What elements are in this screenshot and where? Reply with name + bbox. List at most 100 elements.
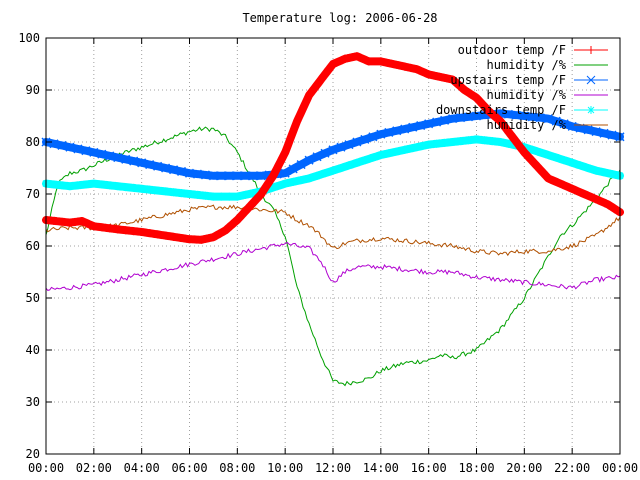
data-point	[384, 149, 393, 158]
data-point	[49, 139, 59, 149]
data-point	[97, 180, 106, 189]
data-point	[360, 156, 369, 165]
series-0	[42, 52, 624, 244]
data-point	[97, 223, 106, 232]
grid	[46, 38, 620, 454]
x-tick-label: 20:00	[506, 461, 542, 475]
data-point	[552, 153, 561, 162]
data-point	[416, 142, 425, 151]
data-point	[137, 227, 146, 236]
data-point	[57, 140, 67, 150]
data-point	[591, 127, 601, 137]
data-point	[221, 226, 230, 235]
data-point	[560, 156, 569, 165]
x-tick-label: 02:00	[76, 461, 112, 475]
series-1	[45, 126, 621, 387]
data-point	[599, 128, 609, 138]
data-point	[408, 144, 417, 153]
data-point	[317, 75, 326, 84]
data-point	[412, 65, 421, 74]
data-point	[384, 127, 394, 137]
data-point	[121, 226, 130, 235]
data-point	[89, 147, 99, 157]
data-point	[472, 135, 481, 144]
data-point	[305, 174, 314, 183]
data-point	[340, 54, 349, 63]
legend-label: humidity /%	[487, 118, 567, 132]
legend-marker	[586, 75, 596, 85]
data-point	[440, 138, 449, 147]
data-point	[392, 126, 402, 136]
data-point	[568, 184, 577, 193]
data-point	[448, 138, 457, 146]
data-point	[392, 147, 401, 156]
chart-title: Temperature log: 2006-06-28	[242, 11, 437, 25]
y-tick-label: 60	[26, 239, 40, 253]
data-point	[89, 222, 98, 231]
data-point	[216, 171, 226, 181]
data-point	[105, 224, 114, 233]
data-point	[321, 169, 330, 178]
data-point	[89, 179, 98, 188]
data-point	[184, 168, 195, 178]
y-tick-label: 30	[26, 395, 40, 409]
legend-marker	[587, 106, 595, 114]
data-point	[129, 227, 138, 236]
data-point	[49, 180, 58, 189]
data-point	[73, 181, 82, 190]
data-point	[49, 216, 58, 225]
data-point	[137, 158, 147, 168]
data-point	[209, 192, 218, 201]
y-tick-label: 90	[26, 83, 40, 97]
data-point	[65, 218, 74, 227]
data-point	[528, 145, 537, 154]
y-tick-label: 20	[26, 447, 40, 461]
data-point	[543, 114, 553, 124]
y-tick-label: 70	[26, 187, 40, 201]
data-point	[432, 117, 442, 127]
y-tick-label: 100	[18, 31, 40, 45]
data-point	[256, 171, 266, 181]
data-point	[480, 136, 489, 145]
data-point	[233, 192, 242, 201]
data-point	[471, 111, 482, 121]
data-point	[551, 116, 561, 126]
x-tick-label: 08:00	[219, 461, 255, 475]
data-point	[511, 110, 521, 120]
data-point	[527, 112, 537, 122]
data-point	[600, 168, 609, 177]
data-point	[273, 182, 282, 191]
data-point	[193, 190, 202, 199]
data-point	[329, 60, 337, 68]
data-point	[169, 232, 178, 241]
data-point	[408, 122, 418, 132]
data-point	[376, 151, 385, 159]
data-point	[185, 235, 194, 244]
data-point	[320, 148, 330, 158]
data-point	[293, 117, 302, 126]
data-point	[352, 52, 361, 61]
data-point	[81, 146, 91, 156]
data-point	[400, 124, 410, 134]
data-point	[297, 176, 306, 185]
data-point	[145, 185, 154, 194]
data-point	[232, 171, 242, 181]
data-point	[604, 200, 613, 209]
data-point	[65, 142, 75, 152]
data-point	[376, 57, 385, 66]
x-tick-label: 06:00	[171, 461, 207, 475]
data-point	[177, 234, 186, 243]
data-point	[364, 57, 373, 66]
y-tick-label: 50	[26, 291, 40, 305]
x-tick-label: 16:00	[411, 461, 447, 475]
data-point	[153, 186, 162, 195]
data-point	[400, 145, 409, 154]
data-point	[559, 119, 569, 129]
data-point	[296, 160, 306, 170]
data-point	[416, 121, 426, 131]
data-point	[153, 161, 163, 171]
data-point	[584, 164, 593, 172]
series-line	[45, 204, 621, 257]
data-point	[360, 134, 370, 144]
